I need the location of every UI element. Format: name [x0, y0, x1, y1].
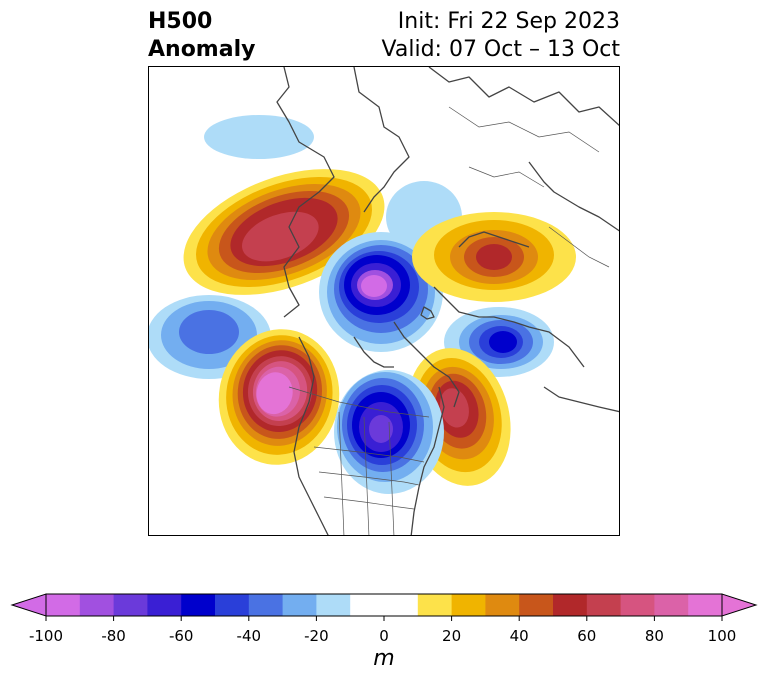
colorbar-unit-label: m: [373, 646, 395, 671]
chart-title-left: H500 Anomaly: [148, 8, 255, 64]
anomaly-patch-positive: [183, 169, 385, 295]
valid-date-label: Valid: 07 Oct – 13 Oct: [381, 37, 620, 62]
anomaly-patch-positive: [218, 329, 340, 465]
colorbar: [10, 593, 758, 621]
colorbar-extend-min: [10, 593, 47, 617]
colorbar-bin: [248, 594, 284, 616]
colorbar-bin: [586, 594, 622, 616]
colorbar-tick-label: 20: [442, 627, 462, 645]
colorbar-bin: [688, 594, 723, 616]
colorbar-bin: [350, 594, 385, 616]
colorbar-bin: [384, 594, 419, 616]
colorbar-tick-label: -60: [168, 627, 194, 645]
colorbar-bin: [654, 594, 689, 616]
chart-title-right: Init: Fri 22 Sep 2023 Valid: 07 Oct – 13…: [382, 8, 620, 64]
colorbar-bin: [147, 594, 182, 616]
colorbar-tick-label: -20: [304, 627, 329, 645]
colorbar-bin: [316, 594, 351, 616]
coastlines: [276, 67, 619, 535]
colorbar-bin: [181, 594, 216, 616]
colorbar-bin: [215, 594, 250, 616]
anomaly-patch-negative: [319, 181, 462, 352]
colorbar-bin: [451, 594, 486, 616]
country-borders: [288, 106, 610, 535]
init-date-label: Init: Fri 22 Sep 2023: [397, 9, 620, 34]
anomaly-patch-negative: [204, 115, 314, 159]
colorbar-tick-label: 80: [644, 627, 664, 645]
colorbar-tick-label: -100: [28, 627, 64, 645]
anomaly-map: [149, 67, 619, 535]
colorbar-bin: [46, 594, 81, 616]
colorbar-bin: [79, 594, 115, 616]
colorbar-bin: [620, 594, 655, 616]
map-panel: [148, 66, 620, 536]
colorbar-bin: [113, 594, 148, 616]
colorbar-bin: [485, 594, 520, 616]
colorbar-tick-label: -80: [101, 627, 126, 645]
colorbar-tick-label: 40: [509, 627, 529, 645]
anomaly-patch-negative: [334, 370, 444, 494]
title-variable: H500: [148, 9, 213, 34]
colorbar-tick-label: 60: [577, 627, 597, 645]
colorbar-tick-label: -40: [236, 627, 262, 645]
colorbar-extend-max: [721, 593, 758, 617]
colorbar-tick-label: 0: [379, 627, 389, 645]
title-type: Anomaly: [148, 37, 256, 62]
anomaly-patch-positive: [412, 212, 576, 302]
colorbar-bin: [417, 594, 453, 616]
colorbar-bin: [282, 594, 317, 616]
colorbar-bin: [519, 594, 554, 616]
colorbar-bin: [553, 594, 588, 616]
colorbar-tick-label: 100: [707, 627, 737, 645]
